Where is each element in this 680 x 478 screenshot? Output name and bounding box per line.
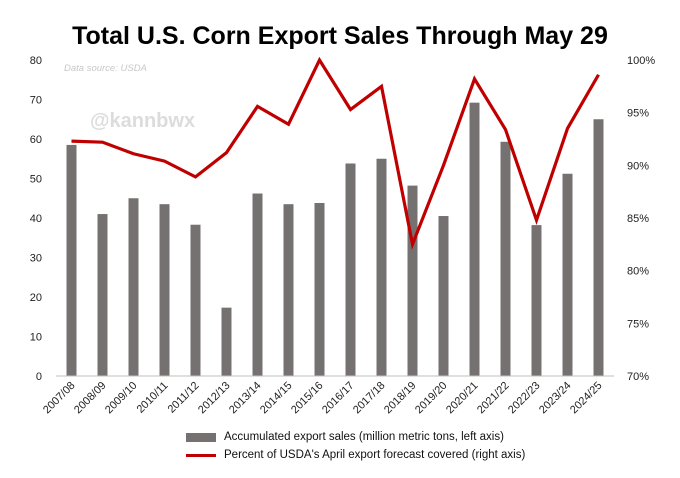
legend-swatch-bars: [186, 432, 216, 442]
legend-label-line: Percent of USDA's April export forecast …: [224, 449, 526, 461]
legend-item-line: Percent of USDA's April export forecast …: [186, 449, 525, 461]
left-axis-tick-label: 60: [30, 134, 42, 146]
x-tick-label: 2020/21: [444, 380, 481, 417]
bar-2023-24: [562, 173, 573, 376]
left-axis-tick-label: 10: [30, 332, 42, 344]
bar-2007-08: [66, 144, 77, 376]
x-tick-label: 2014/15: [258, 380, 295, 417]
bar-2008-09: [97, 214, 108, 376]
bar-2018-19: [407, 185, 418, 376]
left-axis-tick-label: 40: [30, 213, 42, 225]
left-axis-tick-label: 50: [30, 174, 42, 186]
x-tick-label: 2017/18: [351, 380, 388, 417]
x-tick-label: 2011/12: [166, 380, 202, 416]
line-layer: [71, 56, 600, 251]
series-line-percent: [71, 56, 600, 251]
x-tick-label: 2012/13: [196, 380, 233, 417]
right-axis-tick-label: 80%: [627, 266, 649, 278]
x-tick-label: 2010/11: [135, 380, 171, 416]
left-axis-tick-label: 70: [30, 95, 42, 107]
legend-swatch-line: [186, 453, 216, 457]
source-note: Data source: USDA: [64, 63, 147, 74]
bar-2017-18: [376, 158, 387, 376]
bar-2012-13: [221, 307, 232, 376]
bar-2024-25: [593, 119, 604, 376]
bar-2019-20: [438, 216, 449, 376]
x-tick-label: 2008/09: [72, 380, 109, 417]
legend-label-bars: Accumulated export sales (million metric…: [224, 431, 504, 443]
x-tick-label: 2013/14: [227, 380, 264, 417]
bar-2022-23: [531, 225, 542, 376]
x-tick-label: 2021/22: [475, 380, 512, 417]
x-tick-label: 2007/08: [41, 380, 78, 417]
x-tick-label: 2022/23: [506, 380, 543, 417]
x-tick-label: 2009/10: [103, 380, 140, 417]
x-tick-label: 2018/19: [382, 380, 419, 417]
bar-2015-16: [314, 202, 325, 376]
watermark: @kannbwx: [90, 110, 195, 132]
x-tick-label: 2023/24: [537, 380, 574, 417]
left-axis-tick-label: 20: [30, 292, 42, 304]
bar-2011-12: [190, 224, 201, 376]
legend-item-bars: Accumulated export sales (million metric…: [186, 431, 504, 443]
right-axis-tick-label: 100%: [627, 55, 655, 67]
bar-2013-14: [252, 193, 263, 376]
x-tick-label: 2024/25: [568, 380, 605, 417]
right-axis-tick-label: 70%: [627, 371, 649, 383]
bar-2009-10: [128, 198, 139, 376]
left-axis-tick-label: 30: [30, 253, 42, 265]
x-tick-label: 2015/16: [289, 380, 326, 417]
bar-2014-15: [283, 204, 294, 376]
bar-2021-22: [500, 141, 511, 376]
chart-title: Total U.S. Corn Export Sales Through May…: [72, 22, 608, 50]
bar-2020-21: [469, 102, 480, 376]
right-axis-tick-label: 85%: [627, 213, 649, 225]
bar-2010-11: [159, 204, 170, 376]
right-axis-tick-label: 95%: [627, 108, 649, 120]
x-tick-label: 2016/17: [320, 380, 357, 417]
x-tick-label: 2019/20: [413, 380, 450, 417]
right-axis-tick-label: 90%: [627, 160, 649, 172]
bars-layer: [66, 102, 604, 376]
left-axis-tick-label: 80: [30, 55, 42, 67]
left-axis-tick-label: 0: [36, 371, 42, 383]
right-axis-tick-label: 75%: [627, 318, 649, 330]
bar-2016-17: [345, 163, 356, 376]
